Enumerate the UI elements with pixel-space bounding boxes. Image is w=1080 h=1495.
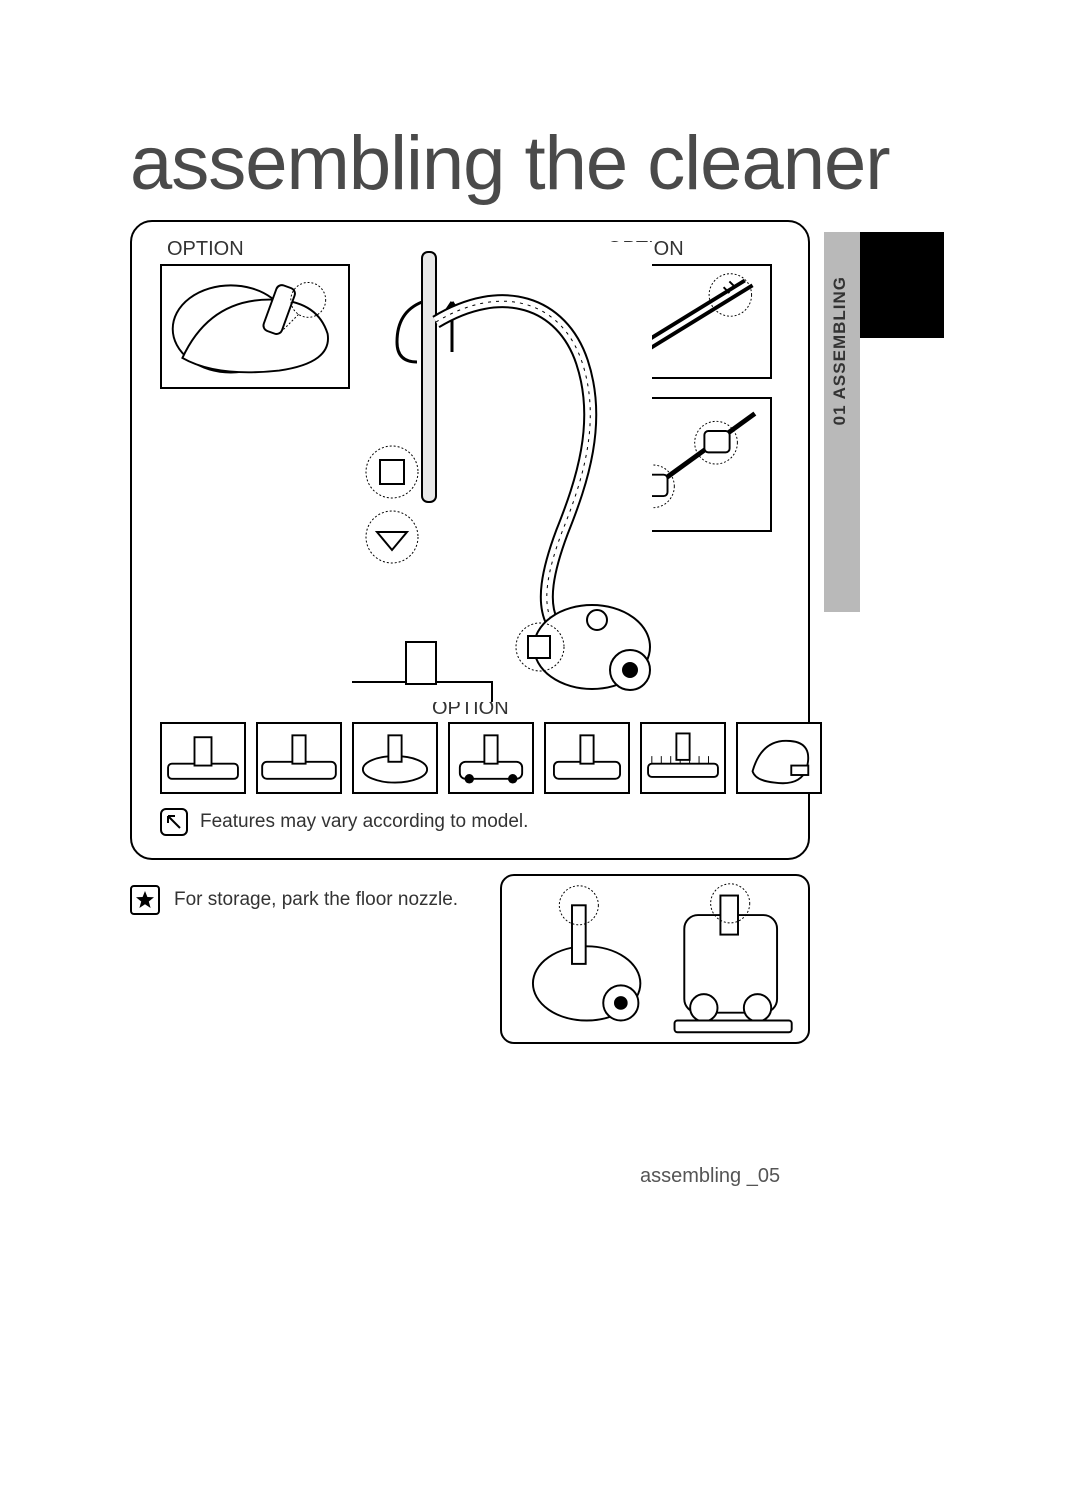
- storage-tip-text: For storage, park the ﬂoor nozzle.: [174, 885, 458, 911]
- section-tab-label: 01 ASSEMBLING: [830, 276, 850, 425]
- section-tab-black: [860, 232, 944, 338]
- section-tab: 01 ASSEMBLING: [824, 232, 944, 612]
- assembly-diagram-frame: OPTION OPTION OPTION: [130, 220, 810, 860]
- option-label-top-left: OPTION: [167, 238, 244, 261]
- illustration-storage: [500, 874, 810, 1044]
- star-icon: [130, 885, 160, 915]
- accessory-4: [448, 722, 534, 794]
- page-footer: assembling _05: [640, 1165, 780, 1188]
- features-note-text: Features may vary according to model.: [200, 811, 528, 833]
- accessory-5: [544, 722, 630, 794]
- manual-page: assembling the cleaner OPTION OPTION OPT…: [0, 0, 1080, 1495]
- page-title: assembling the cleaner: [130, 120, 890, 207]
- accessory-row: [160, 722, 822, 794]
- features-note: Features may vary according to model.: [160, 808, 528, 836]
- accessory-7: [736, 722, 822, 794]
- accessory-6: [640, 722, 726, 794]
- note-icon: [160, 808, 188, 836]
- accessory-3: [352, 722, 438, 794]
- illustration-nozzle-connection: [160, 264, 350, 389]
- illustration-main-assembly: [352, 242, 652, 702]
- storage-tip: For storage, park the ﬂoor nozzle.: [130, 885, 458, 915]
- accessory-1: [160, 722, 246, 794]
- accessory-2: [256, 722, 342, 794]
